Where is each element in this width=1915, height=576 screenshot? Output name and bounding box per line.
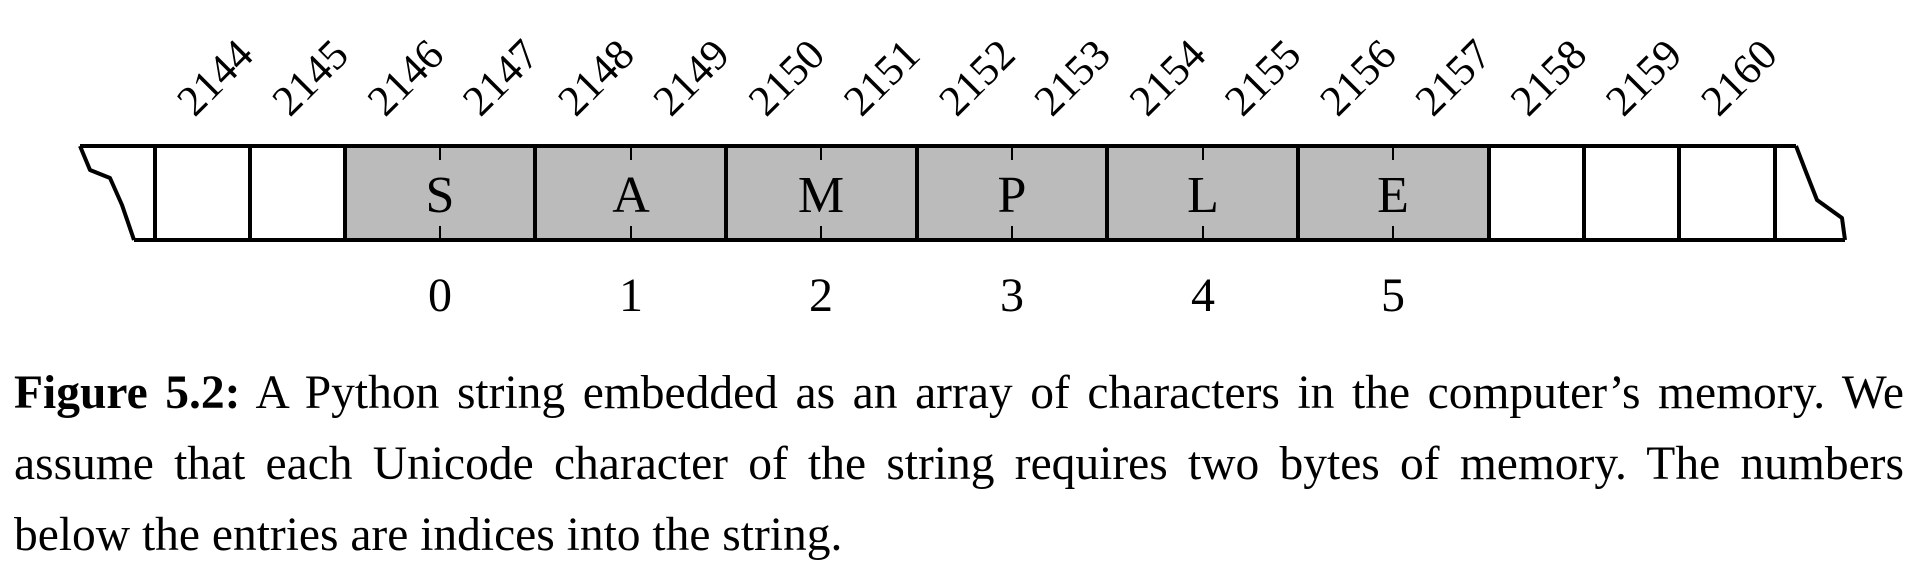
string-character: E: [1377, 167, 1409, 224]
address-label: 2147: [454, 31, 548, 125]
address-label: 2160: [1692, 31, 1786, 125]
torn-left-edge: [78, 145, 136, 241]
address-label: 2156: [1311, 31, 1405, 125]
address-label: 2157: [1407, 31, 1501, 125]
string-character: L: [1187, 167, 1219, 224]
string-character: M: [798, 167, 844, 224]
string-character: P: [998, 167, 1027, 224]
memory-cells: [78, 144, 1847, 242]
string-index: 2: [809, 269, 833, 322]
figure-caption: Figure 5.2: A Python string embedded as …: [14, 358, 1904, 571]
address-label: 2150: [740, 31, 834, 125]
string-character: S: [426, 167, 455, 224]
address-label: 2149: [645, 31, 739, 125]
memory-diagram: 2144 2145 2146 2147 2148 2149 2150 2151 2152 2153…: [78, 31, 1847, 322]
caption-text: A Python string embedded as an array of …: [14, 367, 1904, 561]
string-index: 0: [428, 269, 452, 322]
string-character: A: [612, 167, 650, 224]
address-label: 2144: [168, 31, 262, 125]
address-label: 2155: [1216, 31, 1310, 125]
string-index: 3: [1000, 269, 1024, 322]
torn-right-edge: [1794, 145, 1847, 241]
address-label: 2145: [264, 31, 358, 125]
address-label: 2153: [1026, 31, 1120, 125]
caption-label: Figure 5.2:: [14, 367, 241, 419]
index-labels: 0 1 2 3 4 5: [428, 269, 1405, 322]
string-index: 5: [1381, 269, 1405, 322]
address-label: 2148: [549, 31, 643, 125]
string-index: 1: [619, 269, 643, 322]
address-label: 2146: [359, 31, 453, 125]
address-labels: 2144 2145 2146 2147 2148 2149 2150 2151 2152 2153…: [168, 31, 1786, 125]
address-label: 2159: [1597, 31, 1691, 125]
address-label: 2158: [1502, 31, 1596, 125]
address-label: 2151: [835, 31, 929, 125]
address-label: 2154: [1121, 31, 1215, 125]
string-index: 4: [1191, 269, 1215, 322]
address-label: 2152: [930, 31, 1024, 125]
